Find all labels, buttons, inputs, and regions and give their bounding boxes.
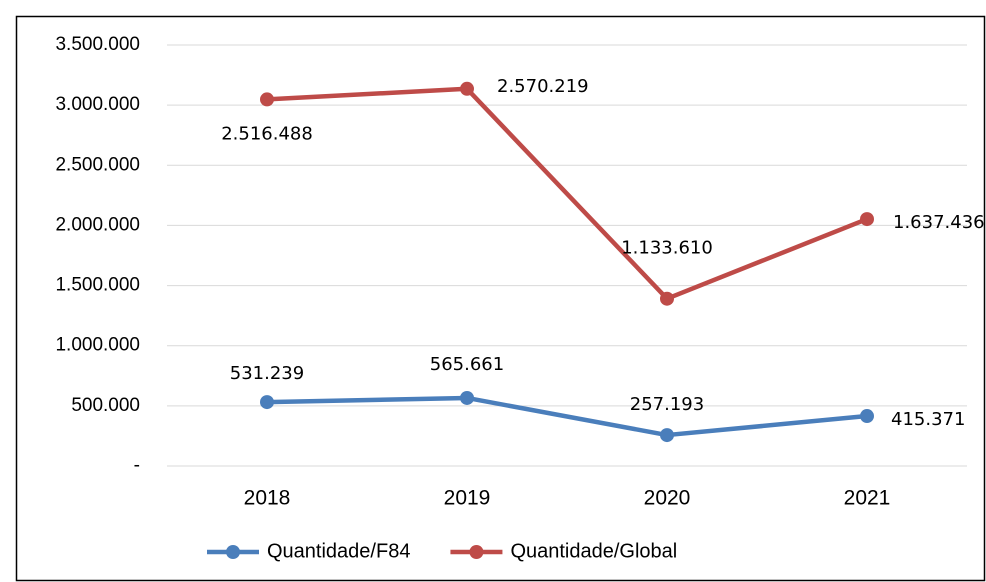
x-tick-label: 2019 [444, 487, 491, 510]
data-label: 565.661 [430, 354, 504, 375]
chart-border [15, 15, 986, 582]
x-tick-label: 2018 [244, 487, 291, 510]
y-tick-label: 3.000.000 [55, 94, 140, 115]
data-label: 1.637.436 [893, 212, 985, 233]
data-point [260, 92, 274, 107]
legend-label: Quantidade/Global [510, 540, 677, 562]
data-label: 2.516.488 [221, 123, 313, 144]
data-label: 531.239 [230, 363, 304, 384]
y-tick-label: 1.000.000 [55, 335, 140, 356]
legend-marker [226, 545, 240, 559]
y-tick-label: - [134, 455, 140, 476]
data-point [860, 409, 874, 424]
data-label: 2.570.219 [497, 76, 589, 97]
y-tick-label: 1.500.000 [55, 275, 140, 296]
legend-marker [469, 545, 484, 559]
x-tick-label: 2020 [644, 487, 691, 510]
data-point [860, 212, 874, 227]
data-label: 257.193 [630, 394, 704, 415]
x-tick-label: 2021 [844, 487, 891, 510]
y-tick-label: 3.500.000 [55, 34, 140, 55]
legend-label: Quantidade/F84 [267, 540, 410, 562]
y-tick-label: 2.500.000 [55, 154, 140, 175]
data-point [660, 291, 674, 306]
data-point [460, 390, 474, 405]
data-label: 415.371 [891, 409, 965, 430]
y-tick-label: 500.000 [71, 395, 140, 416]
data-point [460, 81, 474, 96]
data-point [660, 428, 674, 443]
data-label: 1.133.610 [621, 238, 713, 259]
series-line [266, 86, 868, 301]
data-point [260, 395, 274, 410]
series-line [266, 395, 868, 438]
y-tick-label: 2.000.000 [55, 214, 140, 235]
